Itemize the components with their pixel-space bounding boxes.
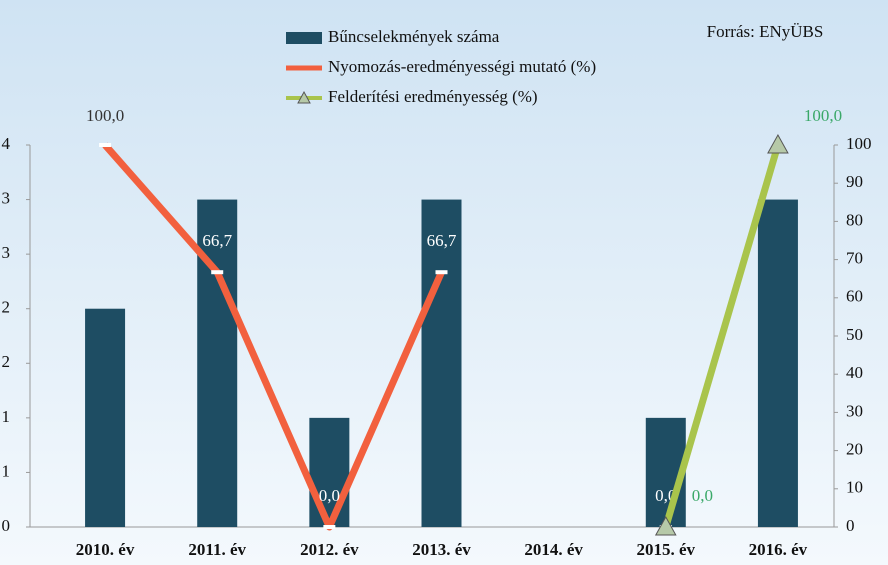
point-marker [99, 143, 112, 147]
legend-label: Bűncselekmények száma [328, 27, 500, 46]
y2-tick-label: 90 [846, 172, 863, 191]
y2-tick-label: 70 [846, 249, 863, 268]
x-tick-label: 2013. év [412, 540, 471, 559]
data-label: 100,0 [804, 106, 842, 125]
x-tick-label: 2014. év [524, 540, 583, 559]
y2-tick-label: 50 [846, 325, 863, 344]
y2-tick-label: 60 [846, 287, 863, 306]
source-annotation: Forrás: ENyÜBS [707, 22, 824, 41]
bar [85, 308, 126, 527]
legend-swatch [286, 32, 322, 44]
y-tick-label: 4 [2, 134, 11, 153]
y-tick-label: 2 [2, 352, 11, 371]
data-label: 66,7 [427, 231, 457, 250]
y-tick-label: 1 [2, 461, 11, 480]
y2-tick-label: 40 [846, 363, 863, 382]
line-series [662, 144, 782, 528]
point-marker [211, 270, 224, 275]
x-tick-label: 2016. év [749, 540, 808, 559]
y-tick-label: 1 [2, 407, 11, 426]
x-tick-label: 2011. év [188, 540, 246, 559]
point-marker [435, 270, 448, 275]
x-tick-label: 2010. év [76, 540, 135, 559]
y-tick-label: 3 [2, 188, 11, 207]
y2-tick-label: 20 [846, 440, 863, 459]
y2-tick-label: 100 [846, 134, 872, 153]
data-label: 0,0 [319, 486, 340, 505]
point-marker [767, 133, 789, 154]
legend-label: Felderítési eredményesség (%) [328, 87, 538, 106]
legend-label: Nyomozás-eredményességi mutató (%) [328, 57, 596, 76]
y-tick-label: 3 [2, 243, 11, 262]
point-marker [654, 515, 677, 536]
data-label: 0,0 [692, 486, 713, 505]
x-tick-label: 2015. év [637, 540, 696, 559]
legend-swatch [297, 90, 311, 104]
bar [309, 417, 350, 527]
data-label: 100,0 [86, 106, 124, 125]
x-tick-label: 2012. év [300, 540, 359, 559]
y-tick-label: 2 [2, 298, 11, 317]
y-tick-label: 0 [2, 516, 11, 535]
y2-tick-label: 80 [846, 210, 863, 229]
line-series [102, 142, 445, 531]
bar [757, 199, 798, 528]
y2-tick-label: 30 [846, 401, 863, 420]
bar [421, 199, 462, 528]
point-marker [323, 525, 336, 529]
data-label: 66,7 [202, 231, 232, 250]
y2-tick-label: 0 [846, 516, 855, 535]
y2-tick-label: 10 [846, 478, 863, 497]
